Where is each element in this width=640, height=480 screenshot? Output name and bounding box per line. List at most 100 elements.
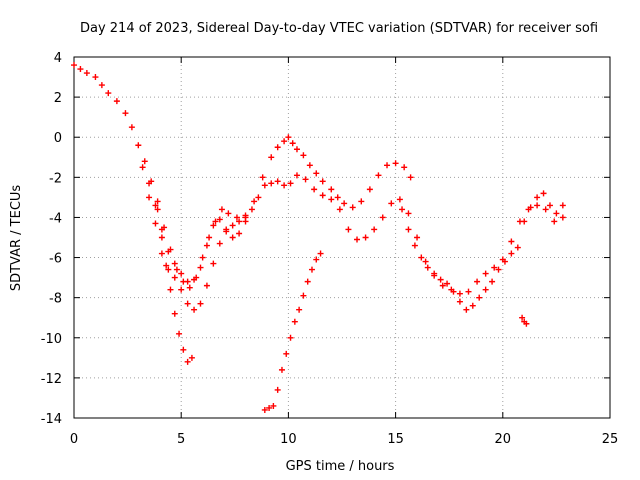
data-point: [313, 170, 320, 177]
x-axis-label: GPS time / hours: [286, 459, 395, 474]
data-point: [218, 206, 225, 213]
data-point: [291, 318, 298, 325]
data-point: [401, 164, 408, 171]
data-point: [469, 302, 476, 309]
data-point: [489, 278, 496, 285]
y-axis-label: SDTVAR / TECUs: [9, 185, 24, 292]
data-point: [407, 174, 414, 181]
data-point: [135, 142, 142, 149]
data-point: [287, 334, 294, 341]
data-point: [362, 234, 369, 241]
y-tick-label: -2: [49, 171, 62, 186]
data-point: [341, 200, 348, 207]
data-point: [270, 402, 277, 409]
data-point: [122, 110, 129, 117]
data-point: [444, 280, 451, 287]
data-point: [456, 290, 463, 297]
plot-frame: [73, 56, 611, 419]
data-point: [105, 90, 112, 97]
data-point: [296, 306, 303, 313]
data-point: [519, 314, 526, 321]
data-point: [384, 162, 391, 169]
data-point: [261, 406, 268, 413]
data-point: [495, 266, 502, 273]
series-arc-upper: [71, 62, 414, 291]
data-point: [371, 226, 378, 233]
data-point: [77, 66, 84, 73]
grid: [74, 57, 610, 418]
data-point: [191, 306, 198, 313]
data-point: [141, 158, 148, 165]
data-point: [328, 186, 335, 193]
data-point: [171, 310, 178, 317]
data-point: [491, 264, 498, 271]
data-point: [349, 204, 356, 211]
data-point: [379, 214, 386, 221]
data-point: [167, 286, 174, 293]
data-point: [456, 298, 463, 305]
data-point: [476, 294, 483, 301]
data-point: [527, 204, 534, 211]
data-point: [92, 74, 99, 81]
data-point: [165, 248, 172, 255]
data-point: [186, 284, 193, 291]
data-point: [233, 214, 240, 221]
data-point: [206, 234, 213, 241]
data-point: [514, 244, 521, 251]
y-tick-label: 0: [54, 131, 62, 146]
data-point: [139, 164, 146, 171]
data-point: [396, 196, 403, 203]
data-point: [184, 278, 191, 285]
data-point: [255, 194, 262, 201]
data-point: [152, 220, 159, 227]
data-point: [336, 206, 343, 213]
data-point: [163, 262, 170, 269]
data-point: [176, 330, 183, 337]
data-point: [411, 242, 418, 249]
data-point: [274, 178, 281, 185]
data-point: [178, 270, 185, 277]
data-point: [281, 182, 288, 189]
data-point: [281, 138, 288, 145]
data-point: [146, 194, 153, 201]
data-point: [184, 358, 191, 365]
data-point: [216, 216, 223, 223]
series-rise-9-12h: [261, 250, 324, 413]
data-point: [542, 206, 549, 213]
data-point: [345, 226, 352, 233]
data-point: [482, 286, 489, 293]
data-point: [508, 250, 515, 257]
data-point: [313, 256, 320, 263]
x-tick-label: 10: [280, 432, 297, 447]
data-point: [171, 260, 178, 267]
data-point: [300, 292, 307, 299]
data-point: [210, 260, 217, 267]
data-point: [285, 134, 292, 141]
data-point: [306, 162, 313, 169]
x-tick-label: 15: [387, 432, 404, 447]
data-point: [319, 192, 326, 199]
data-points: [71, 62, 566, 413]
x-tick-label: 25: [602, 432, 619, 447]
data-point: [274, 386, 281, 393]
data-point: [259, 174, 266, 181]
data-point: [358, 198, 365, 205]
data-point: [191, 276, 198, 283]
data-point: [197, 264, 204, 271]
data-point: [71, 62, 77, 69]
data-point: [261, 182, 268, 189]
data-point: [229, 234, 236, 241]
data-point: [251, 198, 258, 205]
data-point: [223, 228, 230, 235]
data-point: [319, 178, 326, 185]
data-point: [501, 258, 508, 265]
data-point: [229, 222, 236, 229]
y-tick-label: -8: [49, 292, 62, 307]
data-point: [508, 238, 515, 245]
data-point: [203, 282, 210, 289]
data-point: [311, 186, 318, 193]
data-point: [399, 206, 406, 213]
data-point: [283, 350, 290, 357]
y-tick-label: -12: [41, 372, 62, 387]
